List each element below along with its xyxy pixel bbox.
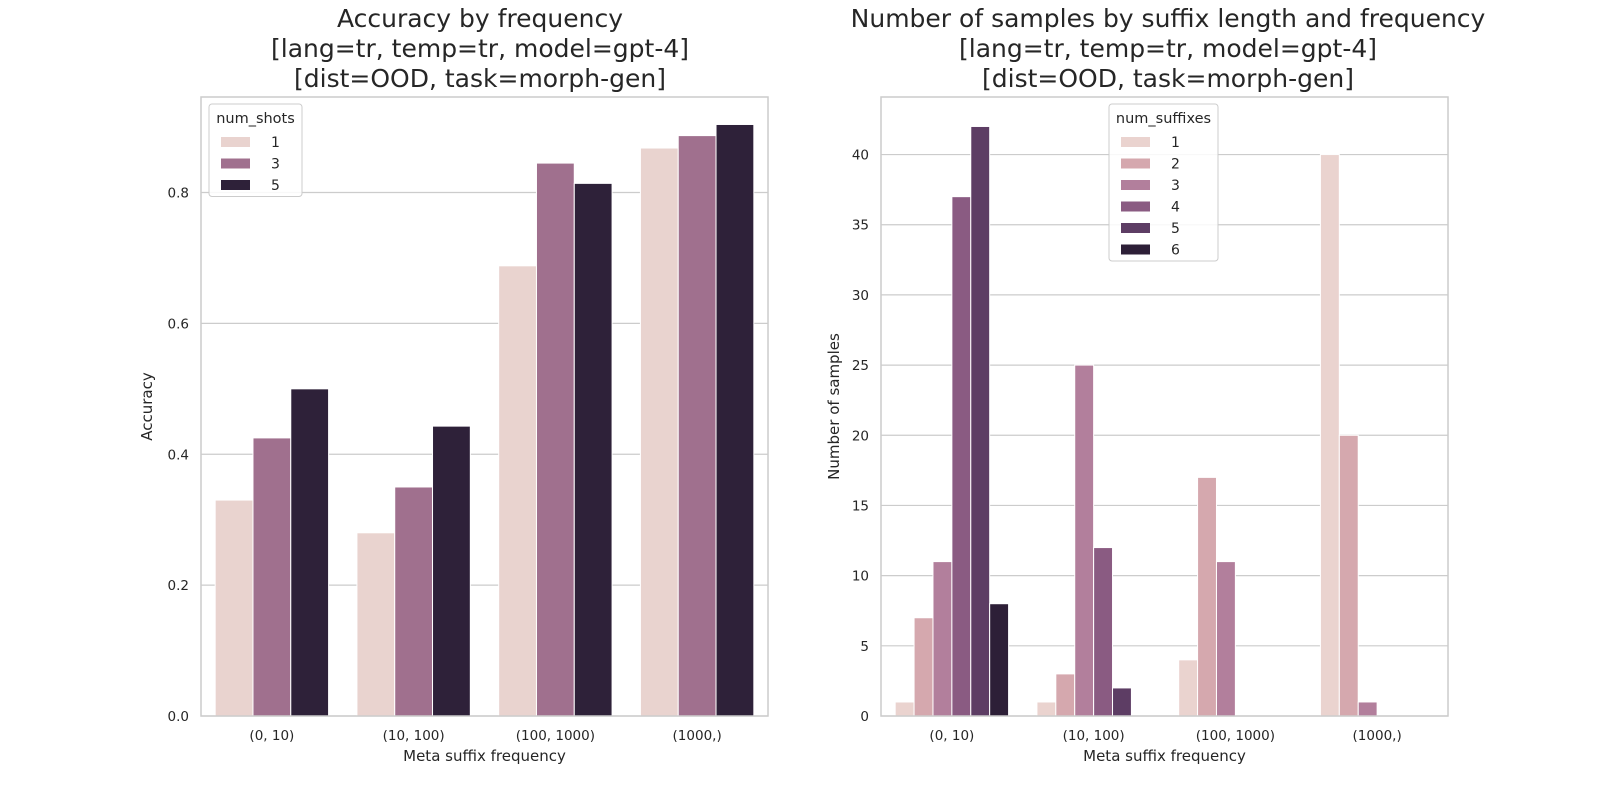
y-tick-label: 0.4 bbox=[168, 447, 189, 463]
legend-box bbox=[208, 103, 303, 197]
bar-3-(0, 10) bbox=[932, 561, 953, 717]
chart-title-line: [dist=OOD, task=morph-gen] bbox=[294, 64, 666, 93]
legend-label-4: 4 bbox=[1171, 200, 1180, 216]
bar-1-(1000,) bbox=[1319, 154, 1340, 717]
chart-title-line: Number of samples by suffix length and f… bbox=[851, 4, 1486, 33]
bar-1-(0, 10) bbox=[894, 701, 915, 717]
plot-frame bbox=[880, 96, 1449, 717]
y-axis-label: Number of samples bbox=[825, 333, 843, 480]
legend-swatch-1 bbox=[221, 137, 250, 147]
legend-swatch-3 bbox=[221, 158, 250, 169]
legend-label-5: 5 bbox=[271, 178, 280, 194]
plot-frame bbox=[200, 96, 769, 717]
bar-3-(1000,) bbox=[1357, 701, 1378, 717]
bar-1-(0, 10) bbox=[214, 499, 254, 717]
y-tick-label: 0.6 bbox=[168, 316, 189, 332]
bar-3-(100, 1000) bbox=[535, 162, 575, 717]
legend-label-6: 6 bbox=[1171, 243, 1180, 259]
bar-2-(1000,) bbox=[1338, 434, 1359, 717]
legend-label-3: 3 bbox=[1171, 178, 1180, 194]
bar-5-(100, 1000) bbox=[573, 182, 613, 717]
x-tick-label: (0, 10) bbox=[929, 728, 974, 744]
legend-swatch-5 bbox=[221, 180, 250, 190]
chart-title-line: Accuracy by frequency bbox=[337, 4, 623, 33]
y-tick-label: 0.8 bbox=[168, 186, 189, 202]
bar-5-(0, 10) bbox=[970, 125, 991, 717]
y-tick-label: 20 bbox=[852, 428, 869, 444]
bar-4-(0, 10) bbox=[951, 196, 972, 717]
legend-label-1: 1 bbox=[271, 135, 280, 151]
legend-swatch-3 bbox=[1121, 180, 1150, 190]
chart-title-line: [lang=tr, temp=tr, model=gpt-4] bbox=[959, 34, 1377, 63]
y-tick-label: 30 bbox=[852, 288, 869, 304]
x-tick-label: (100, 1000) bbox=[516, 728, 595, 744]
y-tick-label: 5 bbox=[860, 639, 869, 655]
y-tick-label: 0.0 bbox=[168, 709, 189, 725]
bar-3-(10, 100) bbox=[394, 486, 434, 717]
y-tick-label: 15 bbox=[852, 498, 869, 514]
y-tick-label: 0.2 bbox=[168, 578, 189, 594]
x-axis-label: Meta suffix frequency bbox=[1083, 747, 1246, 765]
chart-title-line: [dist=OOD, task=morph-gen] bbox=[982, 64, 1354, 93]
y-tick-label: 10 bbox=[852, 569, 869, 585]
x-tick-label: (10, 100) bbox=[383, 728, 445, 744]
bar-5-(10, 100) bbox=[432, 425, 471, 717]
bar-1-(100, 1000) bbox=[1178, 659, 1199, 717]
y-tick-label: 40 bbox=[852, 148, 869, 164]
bar-6-(0, 10) bbox=[989, 603, 1010, 717]
bar-3-(1000,) bbox=[677, 135, 717, 717]
x-axis-label: Meta suffix frequency bbox=[403, 747, 566, 765]
x-tick-label: (0, 10) bbox=[249, 728, 294, 744]
bar-5-(10, 100) bbox=[1112, 687, 1132, 717]
legend-title: num_suffixes bbox=[1116, 111, 1211, 127]
legend-label-3: 3 bbox=[271, 157, 280, 173]
bar-4-(10, 100) bbox=[1093, 547, 1114, 717]
legend-swatch-6 bbox=[1121, 244, 1150, 255]
chart-title-line: [lang=tr, temp=tr, model=gpt-4] bbox=[271, 34, 689, 63]
legend: num_suffixes 1 2 3 4 5 6 bbox=[1108, 103, 1219, 262]
legend-label-1: 1 bbox=[1171, 135, 1180, 151]
y-tick-label: 25 bbox=[852, 358, 869, 374]
bar-1-(10, 100) bbox=[356, 532, 396, 717]
bar-3-(10, 100) bbox=[1074, 364, 1095, 717]
legend: num_shots 1 3 5 bbox=[208, 103, 303, 197]
bar-5-(1000,) bbox=[715, 123, 755, 717]
legend-swatch-4 bbox=[1121, 201, 1150, 212]
bar-5-(0, 10) bbox=[290, 388, 330, 717]
y-tick-label: 0 bbox=[860, 709, 869, 725]
bar-2-(10, 100) bbox=[1055, 673, 1076, 717]
x-tick-label: (100, 1000) bbox=[1196, 728, 1275, 744]
y-axis-label: Accuracy bbox=[138, 372, 156, 441]
accuracy-chart: 0.0 0.2 0.4 0.6 0.8 (0, 10) (10, 100) (100, 100… bbox=[138, 4, 769, 765]
bar-1-(100, 1000) bbox=[498, 265, 537, 717]
y-tick-label: 35 bbox=[852, 218, 869, 234]
legend-swatch-1 bbox=[1121, 137, 1150, 147]
legend-swatch-5 bbox=[1121, 223, 1150, 233]
bar-1-(10, 100) bbox=[1036, 701, 1057, 717]
legend-swatch-2 bbox=[1121, 158, 1150, 169]
x-tick-label: (10, 100) bbox=[1063, 728, 1125, 744]
legend-title: num_shots bbox=[216, 111, 295, 127]
bar-2-(100, 1000) bbox=[1197, 476, 1217, 717]
legend-label-2: 2 bbox=[1171, 157, 1180, 173]
bar-3-(100, 1000) bbox=[1215, 561, 1236, 717]
bar-1-(1000,) bbox=[639, 147, 679, 717]
legend-label-5: 5 bbox=[1171, 221, 1180, 237]
bar-3-(0, 10) bbox=[252, 437, 292, 717]
bar-2-(0, 10) bbox=[913, 617, 934, 717]
x-tick-label: (1000,) bbox=[1353, 728, 1402, 744]
x-tick-label: (1000,) bbox=[673, 728, 722, 744]
